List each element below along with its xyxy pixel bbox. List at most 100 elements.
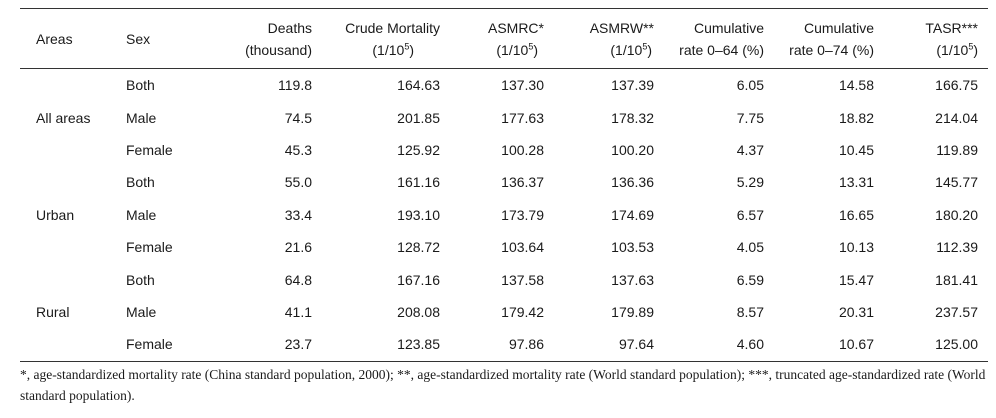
- cell-crude: 161.16: [397, 174, 440, 191]
- cell-area: Urban: [36, 206, 75, 223]
- cell-asmrc: 137.58: [501, 271, 544, 288]
- header-asmrw: ASMRW** (1/105): [589, 20, 654, 58]
- cell-crude: 164.63: [397, 77, 440, 94]
- cell-sex: Male: [126, 303, 157, 320]
- cell-cum64: 7.75: [736, 109, 764, 126]
- cell-tasr: 145.77: [935, 174, 978, 191]
- header-cumulative-74: Cumulative rate 0–74 (%): [789, 20, 874, 58]
- cell-cum64: 4.60: [736, 336, 764, 353]
- cell-cum74: 13.31: [838, 174, 874, 191]
- cell-asmrw: 179.89: [611, 303, 654, 320]
- cell-deaths: 55.0: [284, 174, 312, 191]
- cell-crude: 167.16: [397, 271, 440, 288]
- header-row: Areas Sex Deaths (thousand) Crude Mortal…: [20, 8, 988, 69]
- cell-tasr: 237.57: [935, 303, 978, 320]
- cell-asmrc: 103.64: [501, 239, 544, 256]
- table-row: Rural Male 41.1 208.08 179.42 179.89 8.5…: [20, 296, 988, 328]
- cell-asmrc: 137.30: [501, 77, 544, 94]
- cell-sex: Male: [126, 206, 157, 223]
- cell-asmrw: 178.32: [611, 109, 654, 126]
- header-asmrc: ASMRC* (1/105): [487, 20, 544, 58]
- cell-cum74: 18.82: [838, 109, 874, 126]
- cell-sex: Female: [126, 239, 173, 256]
- cell-asmrc: 173.79: [501, 206, 544, 223]
- header-tasr: TASR*** (1/105): [925, 20, 978, 58]
- cell-tasr: 181.41: [935, 271, 978, 288]
- cell-cum74: 16.65: [838, 206, 874, 223]
- cell-area: [20, 231, 126, 263]
- cell-sex: Female: [126, 141, 173, 158]
- cell-sex: Both: [126, 271, 155, 288]
- header-crude-mortality: Crude Mortality (1/105): [345, 20, 440, 58]
- mortality-table-container: Areas Sex Deaths (thousand) Crude Mortal…: [20, 8, 988, 362]
- cell-area: [20, 69, 126, 102]
- cell-tasr: 119.89: [936, 141, 978, 158]
- cell-deaths: 21.6: [284, 239, 312, 256]
- cell-crude: 125.92: [397, 141, 440, 158]
- cell-sex: Both: [126, 174, 155, 191]
- cell-sex: Both: [126, 77, 155, 94]
- cell-asmrc: 136.37: [501, 174, 544, 191]
- cell-cum74: 14.58: [838, 77, 874, 94]
- table-row: Both 64.8 167.16 137.58 137.63 6.59 15.4…: [20, 263, 988, 295]
- cell-area: [20, 263, 126, 295]
- cell-asmrw: 136.36: [611, 174, 654, 191]
- cell-asmrw: 103.53: [611, 239, 654, 256]
- cell-cum64: 6.05: [736, 77, 764, 94]
- cell-sex: Female: [126, 336, 173, 353]
- cell-crude: 201.85: [397, 109, 440, 126]
- cell-crude: 208.08: [397, 303, 440, 320]
- cell-deaths: 45.3: [284, 141, 312, 158]
- cell-deaths: 23.7: [284, 336, 312, 353]
- table-row: Female 23.7 123.85 97.86 97.64 4.60 10.6…: [20, 328, 988, 362]
- cell-asmrc: 100.28: [501, 141, 544, 158]
- cell-cum74: 10.13: [838, 239, 874, 256]
- header-sex: Sex: [126, 31, 151, 47]
- header-cumulative-64: Cumulative rate 0–64 (%): [679, 20, 764, 58]
- cell-asmrw: 100.20: [611, 141, 654, 158]
- cell-cum64: 6.59: [736, 271, 764, 288]
- cell-area: All areas: [36, 109, 91, 126]
- cell-crude: 193.10: [397, 206, 440, 223]
- cell-asmrw: 137.63: [611, 271, 654, 288]
- cell-cum64: 4.37: [736, 141, 764, 158]
- cell-area: [20, 134, 126, 166]
- cell-asmrw: 137.39: [611, 77, 654, 94]
- cell-cum64: 6.57: [736, 206, 764, 223]
- table-row: Urban Male 33.4 193.10 173.79 174.69 6.5…: [20, 199, 988, 231]
- mortality-table: Areas Sex Deaths (thousand) Crude Mortal…: [20, 8, 988, 362]
- cell-cum74: 15.47: [838, 271, 874, 288]
- cell-deaths: 119.8: [278, 77, 312, 94]
- cell-asmrc: 179.42: [501, 303, 544, 320]
- cell-area: [20, 166, 126, 198]
- cell-cum64: 8.57: [736, 303, 764, 320]
- cell-deaths: 64.8: [284, 271, 312, 288]
- cell-deaths: 33.4: [284, 206, 312, 223]
- table-row: Both 119.8 164.63 137.30 137.39 6.05 14.…: [20, 69, 988, 102]
- table-row: Female 21.6 128.72 103.64 103.53 4.05 10…: [20, 231, 988, 263]
- table-row: Female 45.3 125.92 100.28 100.20 4.37 10…: [20, 134, 988, 166]
- cell-cum74: 10.67: [838, 336, 874, 353]
- cell-cum64: 4.05: [736, 239, 764, 256]
- cell-tasr: 180.20: [935, 206, 978, 223]
- table-row: Both 55.0 161.16 136.37 136.36 5.29 13.3…: [20, 166, 988, 198]
- cell-asmrw: 174.69: [611, 206, 654, 223]
- table-row: All areas Male 74.5 201.85 177.63 178.32…: [20, 101, 988, 133]
- cell-sex: Male: [126, 109, 157, 126]
- header-deaths: Deaths (thousand): [245, 20, 312, 58]
- cell-tasr: 112.39: [936, 239, 978, 256]
- cell-area: Rural: [36, 303, 70, 320]
- cell-tasr: 214.04: [935, 109, 978, 126]
- cell-area: [20, 328, 126, 361]
- cell-deaths: 74.5: [284, 109, 312, 126]
- header-areas: Areas: [36, 31, 73, 47]
- cell-asmrc: 177.63: [501, 109, 544, 126]
- cell-crude: 123.85: [397, 336, 440, 353]
- cell-cum74: 10.45: [838, 141, 874, 158]
- cell-deaths: 41.1: [284, 303, 312, 320]
- cell-cum64: 5.29: [736, 174, 764, 191]
- cell-asmrw: 97.64: [618, 336, 654, 353]
- cell-cum74: 20.31: [838, 303, 874, 320]
- cell-tasr: 125.00: [935, 336, 978, 353]
- cell-crude: 128.72: [397, 239, 440, 256]
